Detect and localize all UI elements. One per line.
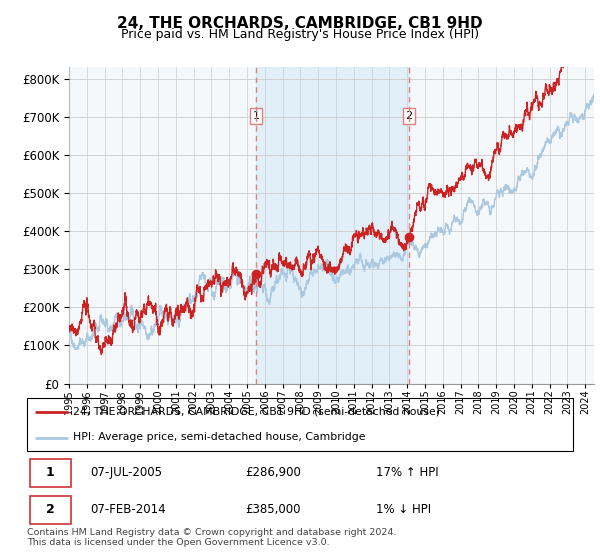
Text: 07-FEB-2014: 07-FEB-2014 bbox=[90, 503, 166, 516]
FancyBboxPatch shape bbox=[30, 496, 71, 524]
Bar bbox=[256, 67, 409, 384]
Text: 24, THE ORCHARDS, CAMBRIDGE, CB1 9HD: 24, THE ORCHARDS, CAMBRIDGE, CB1 9HD bbox=[117, 16, 483, 31]
Text: 07-JUL-2005: 07-JUL-2005 bbox=[90, 466, 162, 479]
Text: 2: 2 bbox=[46, 503, 55, 516]
Text: 1: 1 bbox=[253, 111, 260, 122]
Text: 1% ↓ HPI: 1% ↓ HPI bbox=[376, 503, 431, 516]
Text: 2: 2 bbox=[406, 111, 412, 122]
Text: £385,000: £385,000 bbox=[245, 503, 301, 516]
FancyBboxPatch shape bbox=[30, 459, 71, 487]
Text: £286,900: £286,900 bbox=[245, 466, 301, 479]
Text: 1: 1 bbox=[46, 466, 55, 479]
Text: Contains HM Land Registry data © Crown copyright and database right 2024.
This d: Contains HM Land Registry data © Crown c… bbox=[27, 528, 397, 547]
Text: Price paid vs. HM Land Registry's House Price Index (HPI): Price paid vs. HM Land Registry's House … bbox=[121, 28, 479, 41]
Text: HPI: Average price, semi-detached house, Cambridge: HPI: Average price, semi-detached house,… bbox=[73, 432, 366, 442]
Text: 24, THE ORCHARDS, CAMBRIDGE, CB1 9HD (semi-detached house): 24, THE ORCHARDS, CAMBRIDGE, CB1 9HD (se… bbox=[73, 407, 440, 417]
Text: 17% ↑ HPI: 17% ↑ HPI bbox=[376, 466, 439, 479]
